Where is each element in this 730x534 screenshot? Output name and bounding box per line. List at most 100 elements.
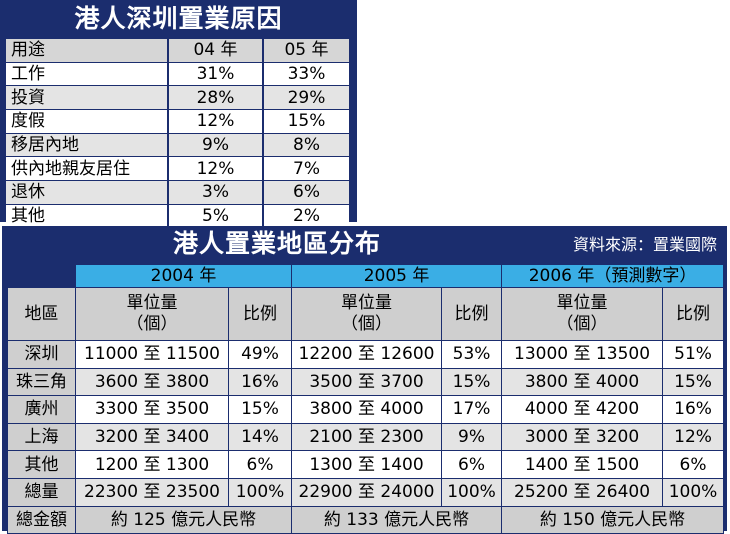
ratio-cell: 15%: [441, 367, 503, 397]
ratio-cell: 14%: [227, 422, 293, 452]
ratio-cell: 15%: [662, 367, 725, 397]
value-cell: 31%: [167, 62, 263, 87]
total-amount-cell: 約 150 億元人民幣: [501, 505, 725, 534]
header-cell: 05 年: [262, 39, 349, 63]
region-header: 地區: [7, 287, 76, 341]
value-cell: 5%: [167, 204, 263, 229]
region-cell: 珠三角: [7, 367, 76, 397]
units-header-line2: （個）: [556, 314, 608, 334]
ratio-cell: 15%: [227, 395, 293, 424]
year-header-row: 2004 年 2005 年 2006 年（預測數字）: [7, 264, 725, 288]
source-note: 資料來源：置業國際: [572, 235, 717, 254]
value-cell: 33%: [262, 62, 349, 87]
purpose-cell: 度假: [6, 109, 168, 134]
value-cell: 15%: [262, 109, 349, 134]
units-cell: 1400 至 1500: [501, 450, 664, 479]
region-cell: 其他: [7, 450, 76, 479]
ratio-cell: 100%: [227, 477, 293, 507]
units-cell: 3800 至 4000: [501, 367, 664, 397]
ratio-cell: 6%: [441, 450, 503, 479]
units-cell: 3000 至 3200: [501, 422, 664, 452]
units-header: 單位量 （個）: [75, 287, 229, 341]
table-row: 總量 22300 至 23500 100% 22900 至 24000 100%…: [7, 477, 725, 507]
units-cell: 11000 至 11500: [75, 340, 229, 369]
ratio-cell: 17%: [441, 395, 503, 424]
reasons-table: 用途 04 年 05 年 工作 31% 33% 投資 28% 29% 度假 12…: [6, 39, 349, 229]
value-cell: 8%: [262, 133, 349, 158]
purpose-cell: 工作: [6, 62, 168, 87]
reasons-header-row: 用途 04 年 05 年: [6, 39, 349, 63]
units-cell: 3600 至 3800: [75, 367, 229, 397]
table-row: 廣州 3300 至 3500 15% 3800 至 4000 17% 4000 …: [7, 395, 725, 424]
units-header-line2: （個）: [341, 314, 393, 334]
units-cell: 3300 至 3500: [75, 395, 229, 424]
ratio-header: 比例: [227, 287, 293, 341]
ratio-header: 比例: [441, 287, 503, 341]
ratio-cell: 100%: [441, 477, 503, 507]
units-cell: 4000 至 4200: [501, 395, 664, 424]
year-header: 2004 年: [74, 264, 293, 288]
units-cell: 2100 至 2300: [291, 422, 443, 452]
reasons-panel: 港人深圳置業原因 用途 04 年 05 年 工作 31% 33% 投資 28% …: [0, 0, 357, 229]
distribution-table: 2004 年 2005 年 2006 年（預測數字） 地區 單位量 （個） 比例 …: [7, 264, 725, 534]
ratio-cell: 6%: [662, 450, 725, 479]
units-cell: 3800 至 4000: [291, 395, 443, 424]
ratio-cell: 16%: [227, 367, 293, 397]
table-row: 退休 3% 6%: [6, 180, 349, 205]
purpose-cell: 移居內地: [6, 133, 168, 158]
units-header-line1: 單位量: [556, 293, 608, 313]
year-header: 2005 年: [291, 264, 503, 288]
table-row: 投資 28% 29%: [6, 85, 349, 111]
units-header-line1: 單位量: [341, 293, 393, 313]
value-cell: 12%: [167, 156, 263, 182]
year-header: 2006 年（預測數字）: [501, 264, 725, 288]
region-cell: 廣州: [7, 395, 76, 424]
table-row: 工作 31% 33%: [6, 62, 349, 87]
units-cell: 12200 至 12600: [291, 340, 443, 369]
value-cell: 2%: [262, 204, 349, 229]
ratio-header: 比例: [662, 287, 725, 341]
table-row: 深圳 11000 至 11500 49% 12200 至 12600 53% 1…: [7, 340, 725, 369]
blank-corner: [7, 264, 76, 288]
value-cell: 9%: [167, 133, 263, 158]
table-row: 上海 3200 至 3400 14% 2100 至 2300 9% 3000 至…: [7, 422, 725, 452]
table-row: 其他 5% 2%: [6, 204, 349, 229]
units-cell: 22900 至 24000: [291, 477, 443, 507]
column-header-row: 地區 單位量 （個） 比例 單位量 （個） 比例 單位量 （個） 比例: [7, 287, 725, 341]
ratio-cell: 49%: [227, 340, 293, 369]
total-amount-cell: 約 133 億元人民幣: [291, 505, 503, 534]
ratio-cell: 16%: [662, 395, 725, 424]
value-cell: 12%: [167, 109, 263, 134]
ratio-cell: 53%: [441, 340, 503, 369]
distribution-title: 港人置業地區分布: [172, 229, 381, 258]
ratio-cell: 100%: [662, 477, 725, 507]
region-cell: 上海: [7, 422, 76, 452]
purpose-cell: 其他: [6, 204, 168, 229]
purpose-cell: 供內地親友居住: [6, 156, 168, 182]
value-cell: 6%: [262, 180, 349, 205]
units-cell: 25200 至 26400: [501, 477, 664, 507]
value-cell: 29%: [262, 85, 349, 111]
units-header-line1: 單位量: [126, 293, 178, 313]
ratio-cell: 51%: [662, 340, 725, 369]
purpose-cell: 退休: [6, 180, 168, 205]
units-cell: 1200 至 1300: [75, 450, 229, 479]
region-cell: 深圳: [7, 340, 76, 369]
value-cell: 3%: [167, 180, 263, 205]
total-amount-cell: 約 125 億元人民幣: [74, 505, 293, 534]
units-cell: 22300 至 23500: [75, 477, 229, 507]
header-cell: 用途: [6, 39, 168, 63]
units-cell: 3200 至 3400: [75, 422, 229, 452]
ratio-cell: 9%: [441, 422, 503, 452]
value-cell: 7%: [262, 156, 349, 182]
units-cell: 13000 至 13500: [501, 340, 664, 369]
total-amount-row: 總金額 約 125 億元人民幣 約 133 億元人民幣 約 150 億元人民幣: [7, 505, 725, 534]
table-row: 其他 1200 至 1300 6% 1300 至 1400 6% 1400 至 …: [7, 450, 725, 479]
units-cell: 3500 至 3700: [291, 367, 443, 397]
table-row: 移居內地 9% 8%: [6, 133, 349, 158]
distribution-panel: 港人置業地區分布 資料來源：置業國際 2004 年 2005 年 2006 年（…: [2, 226, 727, 534]
ratio-cell: 12%: [662, 422, 725, 452]
table-row: 度假 12% 15%: [6, 109, 349, 134]
region-cell: 總量: [7, 477, 76, 507]
purpose-cell: 投資: [6, 85, 168, 111]
